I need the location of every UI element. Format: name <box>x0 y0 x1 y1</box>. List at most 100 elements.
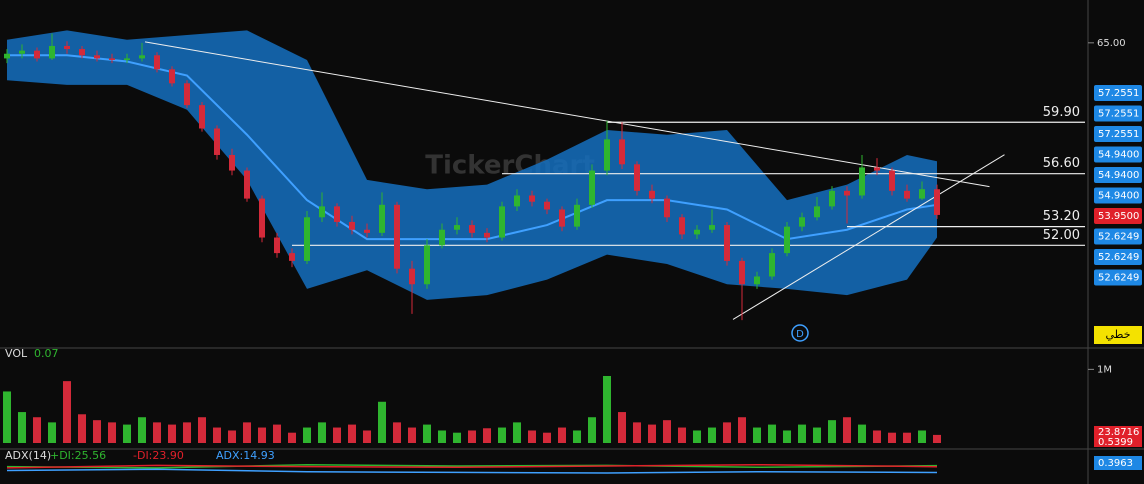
adx-line <box>6 468 938 474</box>
legend-entry: +DI:25.56 <box>50 449 106 462</box>
volume-bar <box>648 424 656 443</box>
volume-bar <box>258 427 266 443</box>
legend-entry: -DI:23.90 <box>133 449 184 462</box>
volume-bar <box>288 432 296 443</box>
volume-bar <box>228 430 236 443</box>
trendline <box>732 154 1005 320</box>
volume-bar <box>768 424 776 443</box>
volume-bar <box>273 424 281 443</box>
volume-bar <box>498 427 506 443</box>
volume-bar <box>318 422 326 443</box>
candle-body <box>19 50 25 54</box>
event-label: D <box>796 329 804 340</box>
volume-bar <box>423 424 431 443</box>
candle-body <box>49 45 55 59</box>
volume-bar <box>333 427 341 443</box>
volume-bar <box>708 427 716 443</box>
volume-bar <box>618 412 626 443</box>
price-badge-label: 53.9500 <box>1098 211 1139 222</box>
price-badge <box>1094 187 1142 204</box>
volume-title: VOL <box>5 347 28 360</box>
price-badge <box>1094 269 1142 286</box>
candle-body <box>544 201 550 210</box>
volume-bar <box>483 428 491 443</box>
volume-bar <box>843 417 851 443</box>
trendline <box>144 41 990 188</box>
volume-bar <box>138 417 146 443</box>
level-label: 56.60 <box>1043 156 1080 171</box>
candle-body <box>874 167 880 171</box>
adx-line <box>6 463 938 469</box>
price-badge-label: 52.6249 <box>1098 252 1139 263</box>
candle-body <box>94 55 100 59</box>
candle-body <box>424 245 430 285</box>
candle-body <box>889 170 895 191</box>
candle-body <box>214 128 220 155</box>
candle-body <box>559 209 565 227</box>
candle-body <box>664 198 670 218</box>
candle-body <box>274 237 280 254</box>
candle-body <box>484 232 490 238</box>
adx-badge-label: 0.3963 <box>1098 458 1133 469</box>
volume-badge-label: 23.8716 <box>1098 427 1139 438</box>
volume-bar <box>378 401 386 443</box>
level-label: 52.00 <box>1043 228 1080 243</box>
volume-bar <box>183 422 191 443</box>
candle-body <box>904 190 910 199</box>
price-badge-label: 57.2551 <box>1098 129 1139 140</box>
price-badge-label: 57.2551 <box>1098 88 1139 99</box>
candle-body <box>934 189 940 215</box>
candle-body <box>604 139 610 171</box>
volume-bar <box>828 420 836 443</box>
candle-body <box>499 206 505 238</box>
volume-bar <box>198 417 206 443</box>
volume-bar <box>558 427 566 443</box>
adx-line <box>6 463 938 469</box>
volume-bar <box>858 424 866 443</box>
volume-bar <box>783 430 791 443</box>
volume-bar <box>528 430 536 443</box>
candle-body <box>754 276 760 285</box>
candle-body <box>784 226 790 254</box>
volume-bar <box>213 427 221 443</box>
volume-bar <box>933 434 941 443</box>
volume-bar <box>723 422 731 443</box>
volume-bar <box>513 422 521 443</box>
price-badge-label: 54.9400 <box>1098 191 1139 202</box>
candle-body <box>259 198 265 238</box>
volume-badge-label: 0.5399 <box>1098 437 1133 448</box>
candle-body <box>364 229 370 233</box>
volume-bar <box>168 424 176 443</box>
price-badge <box>1094 126 1142 142</box>
volume-bar <box>18 412 26 443</box>
mode-label[interactable]: خطي <box>1106 328 1131 341</box>
volume-bar <box>753 427 761 443</box>
candle-body <box>124 58 130 60</box>
volume-bar <box>93 420 101 443</box>
candle-body <box>769 253 775 277</box>
candle-body <box>679 217 685 235</box>
candle-body <box>814 206 820 218</box>
volume-bar <box>663 420 671 443</box>
candle-body <box>379 204 385 233</box>
candle-body <box>694 229 700 235</box>
volume-bar <box>738 417 746 443</box>
volume-bar <box>3 391 11 443</box>
candle-body <box>574 204 580 227</box>
candle-body <box>334 206 340 222</box>
candle-body <box>799 217 805 227</box>
mode-button[interactable] <box>1094 326 1142 344</box>
candle-body <box>34 50 40 59</box>
level-label: 59.90 <box>1043 105 1080 120</box>
volume-bar <box>873 430 881 443</box>
level-label: 53.20 <box>1043 209 1080 224</box>
volume-bar <box>573 430 581 443</box>
volume-bar <box>813 427 821 443</box>
volume-bar <box>798 424 806 443</box>
volume-bar <box>123 424 131 443</box>
candle-body <box>739 260 745 285</box>
volume-bar <box>153 422 161 443</box>
volume-bar <box>348 424 356 443</box>
candle-body <box>229 154 235 171</box>
